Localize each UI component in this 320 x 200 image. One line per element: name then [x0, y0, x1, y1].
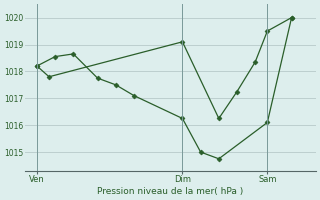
X-axis label: Pression niveau de la mer( hPa ): Pression niveau de la mer( hPa ): [97, 187, 244, 196]
